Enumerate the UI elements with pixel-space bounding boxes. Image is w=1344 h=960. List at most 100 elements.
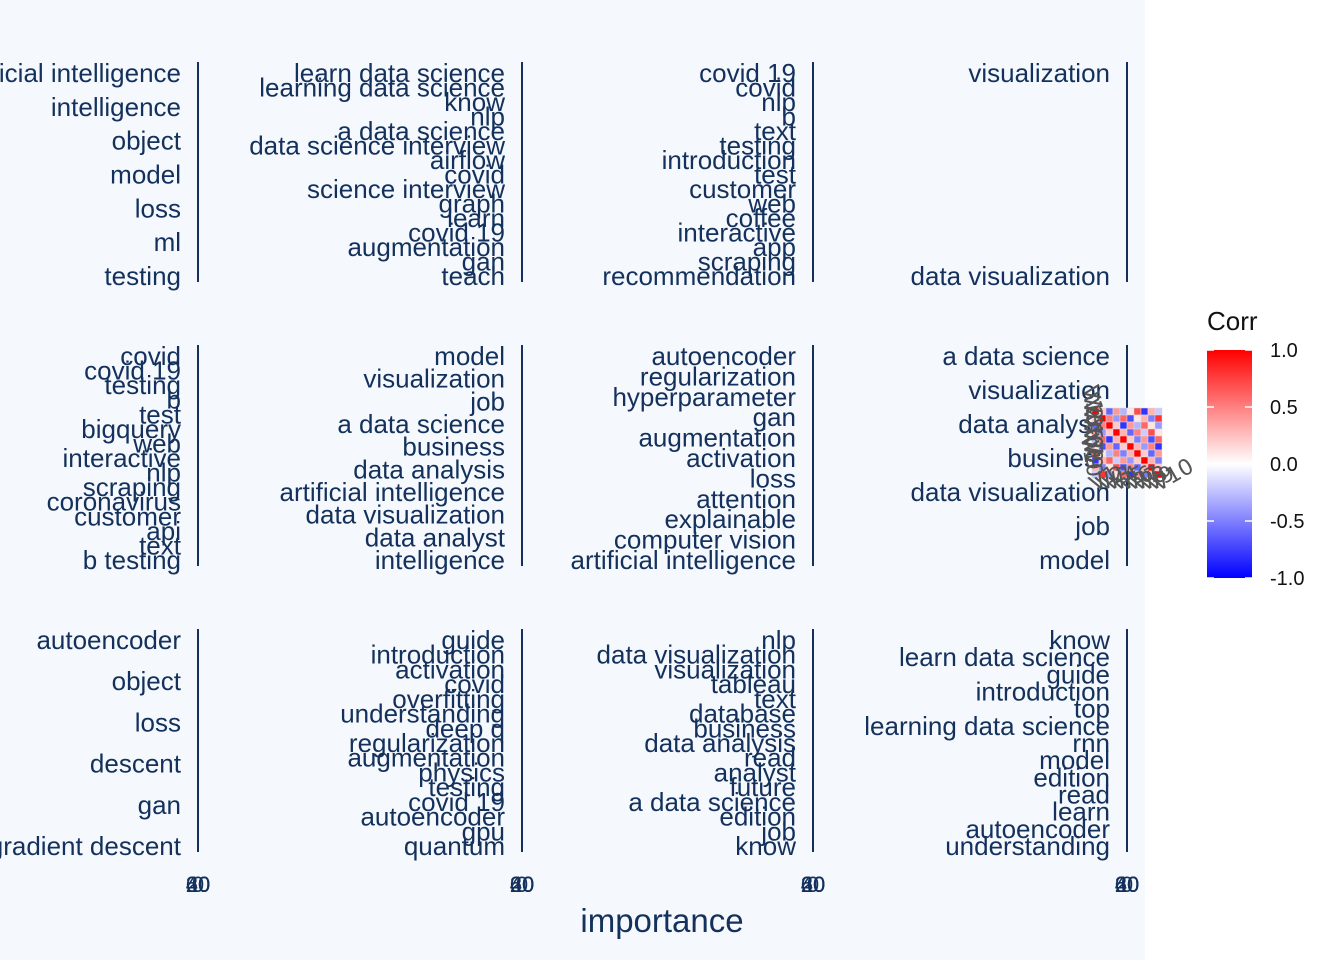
term-label: learn [1052, 797, 1110, 827]
term-label: api [146, 516, 181, 546]
heatmap-row-label: V8 [1077, 432, 1107, 465]
term-label: descent [90, 749, 182, 779]
term-label: understanding [340, 699, 505, 729]
term-label: app [753, 232, 796, 262]
x-tick-label: 40 [801, 872, 825, 897]
term-label: nlp [146, 458, 181, 488]
term-label: data visualization [597, 640, 796, 670]
term-label: introduction [371, 640, 505, 670]
term-label: analyst [714, 757, 797, 787]
legend-label: 0.5 [1270, 397, 1298, 419]
term-label: gan [462, 247, 505, 277]
heatmap-cell [1154, 470, 1163, 479]
heatmap-cell [1112, 442, 1121, 451]
term-label: overfitting [392, 684, 505, 714]
x-tick-label: 20 [186, 872, 210, 897]
x-tick-label: 20 [801, 872, 825, 897]
heatmap-cell [1112, 407, 1121, 416]
heatmap-cell [1147, 442, 1156, 451]
term-label: loss [135, 707, 181, 737]
term-label: interactive [63, 443, 182, 473]
term-label: artificial intelligence [571, 545, 796, 575]
term-label: edition [719, 802, 796, 832]
term-label: hyperparameter [612, 382, 796, 412]
term-label: model [1039, 545, 1110, 575]
x-tick-label: 0 [807, 872, 819, 897]
x-tick-label: 20 [510, 872, 534, 897]
term-label: text [754, 116, 797, 146]
term-label: visualization [654, 654, 796, 684]
term-label: web [132, 428, 181, 458]
term-label: tableau [711, 669, 796, 699]
term-label: gan [753, 402, 796, 432]
heatmap-cell [1119, 421, 1128, 430]
heatmap-cell [1154, 421, 1163, 430]
x-tick-label: 40 [186, 872, 210, 897]
term-label: text [139, 530, 182, 560]
term-label: learn data science [294, 58, 505, 88]
heatmap-cell [1126, 414, 1135, 423]
heatmap-cell [1112, 421, 1121, 430]
x-axis-title: importance [580, 902, 743, 939]
heatmap-row-label: V7 [1077, 425, 1107, 458]
term-label: attention [696, 484, 796, 514]
term-label: job [1074, 511, 1110, 541]
term-label: web [747, 189, 796, 219]
term-label: customer [74, 501, 181, 531]
term-label: testing [104, 261, 181, 291]
term-label: recommendation [602, 261, 796, 291]
legend-title: Corr [1207, 306, 1258, 336]
term-label: edition [1033, 762, 1110, 792]
term-label: database [689, 699, 796, 729]
term-label: guide [441, 625, 505, 655]
term-label: object [112, 126, 182, 156]
term-label: visualization [968, 375, 1110, 405]
heatmap-cell [1147, 421, 1156, 430]
term-label: gradient descent [0, 831, 182, 861]
heatmap-cell [1112, 449, 1121, 458]
x-tick-label: 60 [801, 872, 825, 897]
heatmap-cell [1147, 428, 1156, 437]
heatmap-cell [1140, 442, 1149, 451]
term-label: scraping [698, 247, 796, 277]
heatmap-row-label: V4 [1077, 404, 1107, 437]
x-tick-label: 40 [1115, 872, 1139, 897]
term-label: augmentation [347, 743, 505, 773]
term-label: graph [439, 189, 506, 219]
term-label: regularization [349, 728, 505, 758]
term-label: job [469, 386, 505, 416]
heatmap-row-label: V6 [1077, 418, 1107, 451]
heatmap-cell [1140, 435, 1149, 444]
heatmap-cell [1133, 421, 1142, 430]
term-label: autoencoder [360, 802, 505, 832]
heatmap-cell [1119, 428, 1128, 437]
heatmap-cell [1154, 428, 1163, 437]
heatmap-cell [1140, 449, 1149, 458]
term-label: autoencoder [965, 814, 1110, 844]
heatmap-row-label: V3 [1077, 397, 1107, 430]
legend-label: -0.5 [1270, 511, 1304, 533]
term-label: physics [418, 757, 505, 787]
term-label: model [434, 341, 505, 371]
term-label: visualization [363, 364, 505, 394]
heatmap-cell [1126, 449, 1135, 458]
term-label: covid [120, 341, 181, 371]
legend-colorbar [1207, 350, 1252, 578]
heatmap-cell [1140, 428, 1149, 437]
term-label: autoencoder [36, 625, 181, 655]
term-label: a data science [628, 787, 796, 817]
heatmap-cell [1154, 442, 1163, 451]
heatmap-cell [1126, 428, 1135, 437]
term-label: test [754, 160, 797, 190]
heatmap-cell [1119, 442, 1128, 451]
heatmap-cell [1133, 428, 1142, 437]
heatmap-cell [1112, 428, 1121, 437]
heatmap-cell [1112, 435, 1121, 444]
term-label: know [444, 87, 505, 117]
term-label: a data science [942, 341, 1110, 371]
plot-background [0, 0, 1145, 960]
term-label: testing [719, 131, 796, 161]
heatmap-cell [1154, 449, 1163, 458]
term-label: know [1049, 625, 1110, 655]
heatmap-cell [1154, 435, 1163, 444]
